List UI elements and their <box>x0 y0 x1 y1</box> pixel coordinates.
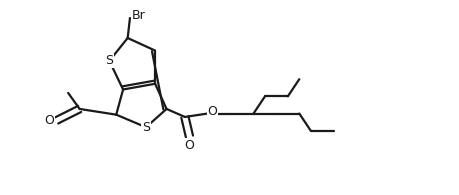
Text: S: S <box>142 121 150 134</box>
Text: S: S <box>106 54 113 67</box>
Text: O: O <box>185 139 195 152</box>
Text: O: O <box>45 114 55 127</box>
Text: Br: Br <box>132 9 146 22</box>
Text: O: O <box>207 105 217 118</box>
